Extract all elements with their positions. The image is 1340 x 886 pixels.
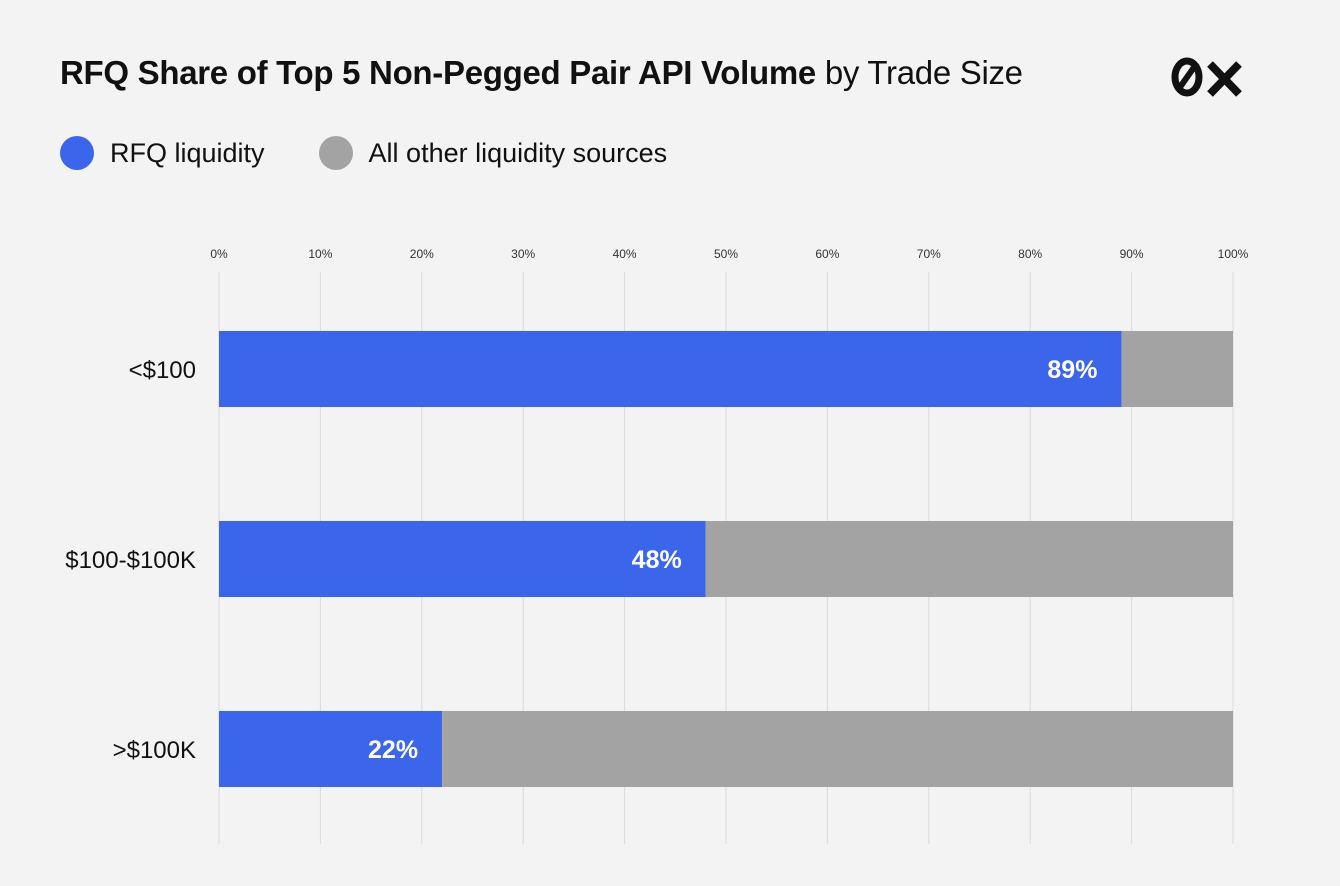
chart-title-suffix: by Trade Size — [824, 54, 1023, 91]
legend-swatch-other — [318, 136, 353, 170]
category-label: >$100K — [113, 737, 196, 764]
x-tick-label: 30% — [511, 247, 535, 261]
bar-rfq — [219, 711, 443, 787]
x-tick-label: 90% — [1120, 247, 1144, 261]
0x-logo: 0x — [1171, 57, 1242, 97]
x-tick-label: 80% — [1018, 247, 1042, 261]
legend-item-rfq: RFQ liquidity — [60, 136, 265, 170]
chart-title: RFQ Share of Top 5 Non-Pegged Pair API V… — [60, 54, 1023, 92]
legend-label-rfq: RFQ liquidity — [110, 137, 265, 168]
category-label: $100-$100K — [65, 547, 196, 574]
x-tick-label: 50% — [714, 247, 738, 261]
x-tick-label: 100% — [1218, 247, 1249, 261]
legend-label-other: All other liquidity sources — [368, 137, 668, 168]
chart-title-main: RFQ Share of Top 5 Non-Pegged Pair API V… — [60, 54, 816, 91]
data-label: 89% — [1047, 356, 1097, 384]
category-label: <$100 — [129, 357, 196, 384]
bar-rfq — [219, 521, 706, 597]
chart-legend: RFQ liquidity All other liquidity source… — [60, 136, 721, 170]
x-tick-label: 60% — [815, 247, 839, 261]
x-tick-label: 40% — [613, 247, 637, 261]
legend-swatch-rfq — [60, 136, 94, 170]
x-tick-label: 70% — [917, 247, 941, 261]
x-tick-label: 20% — [410, 247, 434, 261]
bar-rfq — [219, 331, 1122, 407]
bar-other — [705, 521, 1233, 597]
bar-other — [442, 711, 1234, 787]
data-label: 48% — [632, 546, 682, 574]
bar-other — [1121, 331, 1233, 407]
data-label: 22% — [368, 736, 418, 764]
legend-item-other: All other liquidity sources — [318, 136, 668, 170]
x-tick-label: 10% — [308, 247, 332, 261]
x-tick-label: 0% — [210, 247, 228, 261]
